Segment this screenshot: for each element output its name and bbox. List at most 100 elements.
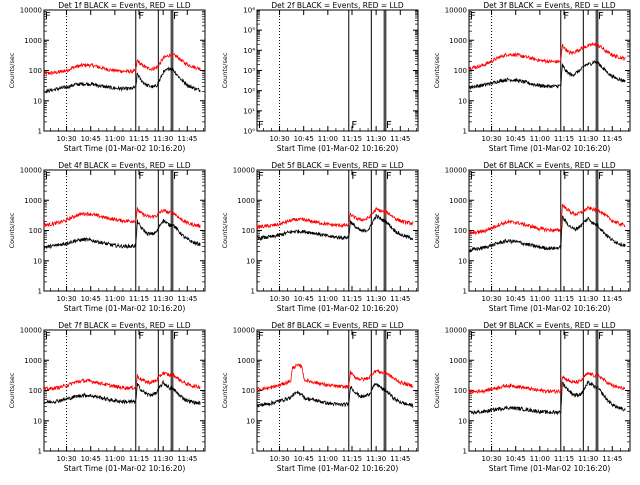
y-tick-label: 1 <box>463 128 467 136</box>
marker-letter: F <box>598 331 604 342</box>
marker-letter: F <box>563 11 569 22</box>
marker-letter: F <box>470 331 476 342</box>
x-tick-label: 11:45 <box>177 295 197 303</box>
x-tick-label: 11:15 <box>554 295 574 303</box>
y-tick-label: 1 <box>38 448 42 456</box>
y-tick-label: 10000 <box>20 7 42 15</box>
x-tick-label: 11:00 <box>530 135 550 143</box>
marker-letter: F <box>45 331 51 342</box>
marker-letter: F <box>258 120 264 131</box>
series-events-line <box>468 215 626 253</box>
marker-letter: F <box>173 171 179 182</box>
x-tick-label: 11:30 <box>153 295 173 303</box>
marker-letter: F <box>138 11 144 22</box>
marker-letter: F <box>138 171 144 182</box>
series-events-line <box>43 379 201 405</box>
y-tick-label: 1000 <box>449 357 467 365</box>
y-tick-label: 10⁵ <box>243 27 255 35</box>
x-tick-label: 11:15 <box>554 135 574 143</box>
y-tick-label: 100 <box>29 387 42 395</box>
y-tick-label: 1 <box>463 288 467 296</box>
marker-letter: F <box>470 171 476 182</box>
x-tick-label: 10:30 <box>56 295 76 303</box>
x-axis-label: Start Time (01-Mar-02 10:16:20) <box>277 464 399 473</box>
x-axis-label: Start Time (01-Mar-02 10:16:20) <box>64 464 186 473</box>
y-tick-label: 1000 <box>237 357 255 365</box>
y-tick-label: 10 <box>33 417 42 425</box>
marker-letter: F <box>386 171 392 182</box>
x-tick-label: 11:30 <box>153 135 173 143</box>
series-events-line <box>43 218 201 251</box>
x-tick-label: 10:30 <box>56 455 76 463</box>
series-lld-line <box>43 206 201 229</box>
x-tick-label: 11:00 <box>318 295 338 303</box>
x-tick-label: 11:15 <box>342 455 362 463</box>
y-tick-label: 1000 <box>449 37 467 45</box>
marker-letter: F <box>351 331 357 342</box>
x-tick-label: 10:45 <box>506 135 526 143</box>
y-tick-label: 1 <box>38 288 42 296</box>
y-tick-label: 1000 <box>24 37 42 45</box>
panel-2: Det 2f BLACK = Events, RED = LLD Counts/s… <box>221 1 419 153</box>
panel-3: Det 3f BLACK = Events, RED = LLD Counts/s… <box>433 1 631 153</box>
y-axis-label: Counts/sec <box>433 372 441 408</box>
x-tick-label: 10:30 <box>481 135 501 143</box>
panel-title: Det 3f BLACK = Events, RED = LLD <box>483 1 616 10</box>
panel-title: Det 4f BLACK = Events, RED = LLD <box>58 161 191 170</box>
y-tick-label: 10⁴ <box>243 47 255 55</box>
panel-8: Det 8f BLACK = Events, RED = LLD Counts/s… <box>221 321 419 473</box>
x-tick-label: 11:00 <box>105 455 125 463</box>
x-tick-label: 11:45 <box>390 135 410 143</box>
panel-9: Det 9f BLACK = Events, RED = LLD Counts/s… <box>433 321 631 473</box>
x-axis-label: Start Time (01-Mar-02 10:16:20) <box>277 144 399 153</box>
marker-letter: F <box>351 171 357 182</box>
x-tick-label: 11:30 <box>578 295 598 303</box>
marker-letter: F <box>351 120 357 131</box>
x-tick-label: 11:45 <box>602 135 622 143</box>
x-tick-label: 11:00 <box>318 455 338 463</box>
y-axis-label: Counts/sec <box>433 212 441 248</box>
x-axis-label: Start Time (01-Mar-02 10:16:20) <box>489 304 611 313</box>
marker-letter: F <box>563 331 569 342</box>
panel-4: Det 4f BLACK = Events, RED = LLD Counts/s… <box>8 161 206 313</box>
x-tick-label: 11:45 <box>602 295 622 303</box>
series-events-line <box>468 60 626 90</box>
y-axis-label: Counts/sec <box>8 212 16 248</box>
y-tick-label: 10² <box>243 87 255 95</box>
x-tick-label: 11:15 <box>129 295 149 303</box>
y-tick-label: 10⁶ <box>243 7 255 15</box>
y-tick-label: 1000 <box>237 197 255 205</box>
series-events-line <box>43 66 201 94</box>
panel-title: Det 1f BLACK = Events, RED = LLD <box>58 1 191 10</box>
x-tick-label: 10:45 <box>506 455 526 463</box>
y-tick-label: 1 <box>463 448 467 456</box>
y-axis-label: Counts/sec <box>8 372 16 408</box>
panel-5: Det 5f BLACK = Events, RED = LLD Counts/s… <box>221 161 419 313</box>
x-tick-label: 11:30 <box>153 455 173 463</box>
panel-title: Det 8f BLACK = Events, RED = LLD <box>271 321 404 330</box>
marker-letter: F <box>598 171 604 182</box>
x-tick-label: 10:45 <box>294 295 314 303</box>
panel-title: Det 6f BLACK = Events, RED = LLD <box>483 161 616 170</box>
panel-title: Det 5f BLACK = Events, RED = LLD <box>271 161 404 170</box>
x-tick-label: 10:30 <box>269 295 289 303</box>
x-tick-label: 10:45 <box>81 295 101 303</box>
x-axis-label: Start Time (01-Mar-02 10:16:20) <box>489 144 611 153</box>
marker-letter: F <box>258 171 264 182</box>
panel-title: Det 2f BLACK = Events, RED = LLD <box>271 1 404 10</box>
series-lld-line <box>43 371 201 391</box>
y-tick-label: 10 <box>246 257 255 265</box>
x-tick-label: 11:30 <box>366 295 386 303</box>
panel-title: Det 7f BLACK = Events, RED = LLD <box>58 321 191 330</box>
panel-1: Det 1f BLACK = Events, RED = LLD Counts/s… <box>8 1 206 153</box>
y-tick-label: 100 <box>242 227 255 235</box>
marker-letter: F <box>138 331 144 342</box>
x-tick-label: 10:45 <box>294 135 314 143</box>
marker-letter: F <box>386 331 392 342</box>
y-tick-label: 10³ <box>243 67 255 75</box>
x-tick-label: 11:00 <box>530 455 550 463</box>
y-tick-label: 10 <box>458 257 467 265</box>
y-tick-label: 1000 <box>24 357 42 365</box>
